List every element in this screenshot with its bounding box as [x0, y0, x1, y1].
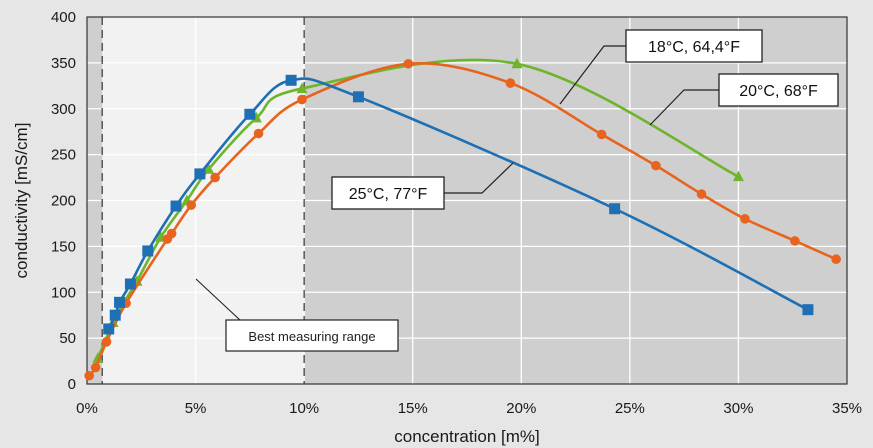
circle-marker: [297, 94, 307, 105]
circle-marker: [210, 172, 220, 183]
triangle-marker: [511, 57, 523, 69]
series-layer: [84, 57, 841, 381]
x-tick-label: 35%: [832, 400, 862, 417]
circle-marker: [651, 160, 661, 171]
x-tick-label: 5%: [185, 400, 207, 417]
y-tick-label: 300: [51, 101, 76, 118]
square-marker: [103, 323, 115, 335]
circle-marker: [253, 128, 264, 139]
series-square: [103, 74, 814, 335]
square-marker: [285, 74, 297, 86]
circle-marker: [403, 58, 414, 69]
y-tick-label: 250: [51, 147, 76, 164]
square-marker: [170, 200, 182, 212]
plot-frame: [86, 16, 848, 385]
x-tick-label: 10%: [289, 400, 319, 417]
circle-marker: [740, 214, 750, 224]
callout-box: [625, 29, 763, 63]
square-marker: [124, 278, 136, 290]
y-axis-title: conductivity [mS/cm]: [12, 123, 31, 279]
square-marker: [609, 203, 621, 215]
circle-marker: [90, 362, 101, 373]
callout-leader: [444, 162, 514, 194]
triangle-marker: [250, 111, 262, 123]
square-marker: [352, 91, 364, 103]
square-marker: [194, 168, 206, 180]
square-marker: [142, 245, 154, 257]
x-tick-label: 30%: [723, 400, 753, 417]
y-tick-label: 400: [51, 9, 76, 26]
circle-marker: [790, 236, 800, 246]
circle-marker: [505, 78, 516, 88]
x-axis-title: concentration [m%]: [394, 427, 540, 446]
y-tick-label: 150: [51, 238, 76, 255]
triangle-marker: [296, 82, 308, 94]
callout-box: [331, 176, 445, 210]
callout-label: 18°C, 64,4°F: [559, 29, 763, 105]
axis-labels-layer: 0 50 100 150 200 250 300 350 400 0% 5% 10% 15% 20% 25%…: [12, 9, 862, 446]
triangle-marker: [203, 163, 215, 174]
triangle-marker: [732, 170, 744, 182]
circle-marker: [101, 336, 112, 347]
x-tick-label: 15%: [398, 400, 428, 417]
square-marker: [244, 108, 256, 120]
callout-text: 20°C, 68°F: [739, 83, 818, 100]
y-tick-label: 100: [51, 284, 76, 301]
circle-marker: [596, 129, 607, 140]
y-tick-label: 350: [51, 55, 76, 72]
circle-marker: [831, 254, 841, 265]
callout-leader: [559, 45, 626, 105]
x-tick-label: 20%: [506, 400, 536, 417]
triangle-marker: [92, 352, 104, 363]
x-tick-label: 25%: [615, 400, 645, 417]
callout-label: 20°C, 68°F: [649, 73, 839, 126]
best-range-label: Best measuring range: [195, 278, 399, 352]
callout-text: 18°C, 64,4°F: [648, 39, 740, 56]
square-marker: [114, 296, 126, 308]
circle-marker: [696, 189, 707, 199]
callout-leader: [649, 89, 719, 126]
y-tick-label: 50: [59, 330, 76, 347]
circle-marker: [186, 200, 197, 210]
callout-box: [718, 73, 839, 107]
circle-marker: [166, 228, 177, 239]
callout-label: 25°C, 77°F: [331, 162, 514, 210]
y-tick-label: 200: [51, 193, 76, 210]
range-text: Best measuring range: [248, 329, 375, 344]
annotation-layer: 18°C, 64,4°F 20°C, 68°F 25°C, 77°F Best mea…: [195, 29, 839, 352]
square-marker: [109, 309, 121, 321]
callout-text: 25°C, 77°F: [349, 186, 428, 203]
range-box: [225, 319, 399, 352]
x-tick-label: 0%: [76, 400, 98, 417]
square-marker: [802, 304, 814, 316]
y-tick-label: 0: [68, 376, 76, 393]
circle-marker: [84, 370, 94, 381]
